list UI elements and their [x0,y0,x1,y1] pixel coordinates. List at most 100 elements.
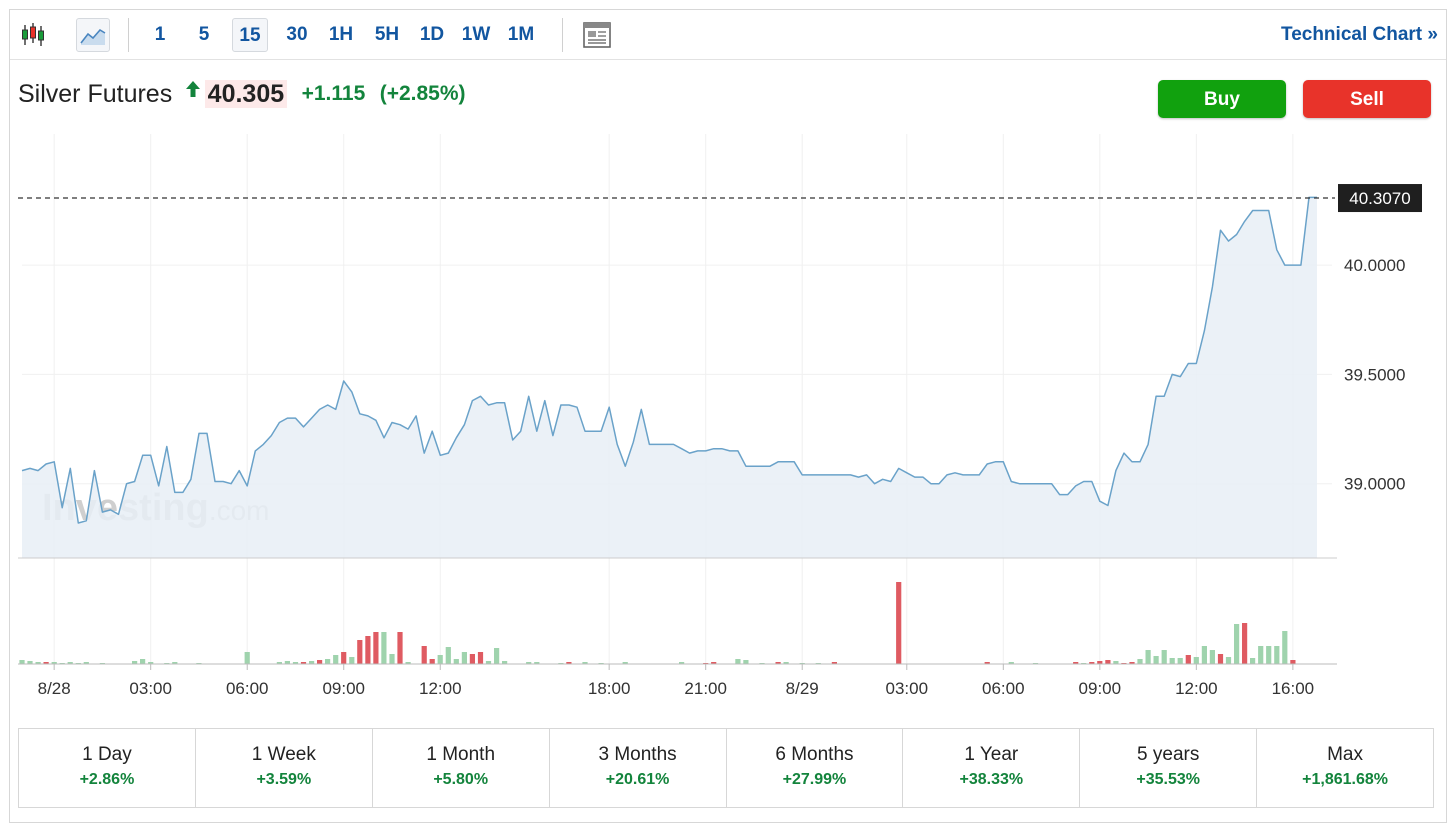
volume-bar [405,662,411,664]
volume-bar [1137,659,1143,664]
interval-1[interactable]: 1 [154,24,166,45]
y-tick-label: 39.5000 [1344,365,1405,384]
interval-15[interactable]: 15 [232,18,268,52]
x-tick-label: 8/28 [38,679,71,698]
volume-bar [300,662,307,664]
x-tick-label: 03:00 [129,679,172,698]
volume-bar [341,652,347,664]
candlestick-chart-icon[interactable] [16,18,50,52]
chart-widget: 1 5 15 30 1H 5H 1D 1W 1M Technical Chart » Silve… [9,9,1447,823]
volume-bar [1008,662,1014,664]
period-change: +38.33% [959,771,1024,788]
volume-bar [333,655,339,664]
volume-bar [19,660,25,664]
x-tick-label: 16:00 [1272,679,1315,698]
volume-bar [1266,646,1272,664]
volume-bar [43,662,49,664]
last-price-label-bg [1338,184,1422,213]
volume-bar [1105,660,1111,664]
volume-bar [284,661,290,664]
volume-bar [140,659,146,664]
volume-bar [381,632,387,664]
volume-bar [1209,650,1215,664]
period-change: +5.80% [433,771,489,788]
x-tick-label: 12:00 [1175,679,1218,698]
toolbar-divider [128,18,129,52]
technical-chart-link[interactable]: Technical Chart » [1281,18,1438,52]
sell-button[interactable]: Sell [1303,80,1431,118]
volume-bar [83,662,89,664]
volume-bar [1129,662,1135,664]
buy-button[interactable]: Buy [1158,80,1286,118]
period-change: +20.61% [605,771,670,788]
period-1-year[interactable]: 1 Year +38.33% [903,729,1081,807]
interval-5h[interactable]: 5H [374,24,400,45]
volume-bar [67,662,73,664]
volume-bar [582,662,588,664]
volume-bar [365,636,371,664]
instrument-name: Silver Futures [18,80,173,108]
interval-1m[interactable]: 1M [507,24,535,45]
volume-bar [276,662,282,664]
volume-bar [292,662,299,664]
volume-bar [831,662,837,664]
period-3-months[interactable]: 3 Months +20.61% [550,729,727,807]
period-1-day[interactable]: 1 Day +2.86% [19,729,196,807]
x-tick-label: 06:00 [982,679,1025,698]
volume-bar [775,662,781,664]
period-change: +35.53% [1136,771,1200,788]
price-change: +1.115 [301,82,366,105]
news-icon[interactable] [580,18,614,52]
interval-1w[interactable]: 1W [461,24,491,45]
volume-bar [1161,650,1167,664]
volume-bar [421,646,427,664]
volume-bar [325,659,331,664]
price-area [22,197,1317,558]
period-max[interactable]: Max +1,861.68% [1257,729,1433,807]
arrow-up-icon [185,76,201,112]
period-change: +2.86% [79,771,135,788]
volume-bar [743,660,749,664]
period-6-months[interactable]: 6 Months +27.99% [727,729,904,807]
period-1-week[interactable]: 1 Week +3.59% [196,729,373,807]
chart-plot: Investing.com40.307039.000039.500040.000… [18,134,1422,698]
volume-bar [1217,654,1224,664]
volume-bar [437,655,443,664]
volume-bar [397,632,403,664]
x-tick-label: 12:00 [419,679,462,698]
price-chart[interactable]: Investing.com40.307039.000039.500040.000… [10,10,1446,718]
volume-bar [1234,624,1240,664]
volume-bar [1258,646,1264,664]
period-change: +1,861.68% [1302,771,1388,788]
volume-bar [783,662,789,664]
volume-bar [534,662,540,664]
volume-bar [1177,658,1183,664]
area-chart-icon[interactable] [76,18,110,52]
volume-bar [349,657,355,664]
y-tick-label: 40.0000 [1344,256,1405,275]
interval-30[interactable]: 30 [286,24,308,45]
instrument-header: Silver Futures 40.305 +1.115 (+2.85%) [18,76,466,112]
period-1-month[interactable]: 1 Month +5.80% [373,729,550,807]
period-5-years[interactable]: 5 years +35.53% [1080,729,1258,807]
x-tick-label: 09:00 [1079,679,1122,698]
period-label: 6 Months [775,744,854,765]
volume-bar [1290,660,1296,664]
x-tick-label: 06:00 [226,679,269,698]
volume-bar [27,661,33,664]
volume-bar [373,632,379,664]
interval-1d[interactable]: 1D [419,24,445,45]
volume-bar [1153,656,1159,664]
price-line [21,196,1317,524]
volume-bar [485,661,492,664]
volume-bar [502,661,508,664]
x-tick-label: 18:00 [588,679,631,698]
volume-bar [896,582,902,664]
interval-1h[interactable]: 1H [328,24,354,45]
price-change-percent: (+2.85%) [379,82,466,105]
x-tick-label: 03:00 [886,679,929,698]
volume-bar [357,640,363,664]
volume-bar [1113,661,1119,664]
volume-bar [711,662,717,664]
interval-5[interactable]: 5 [198,24,210,45]
